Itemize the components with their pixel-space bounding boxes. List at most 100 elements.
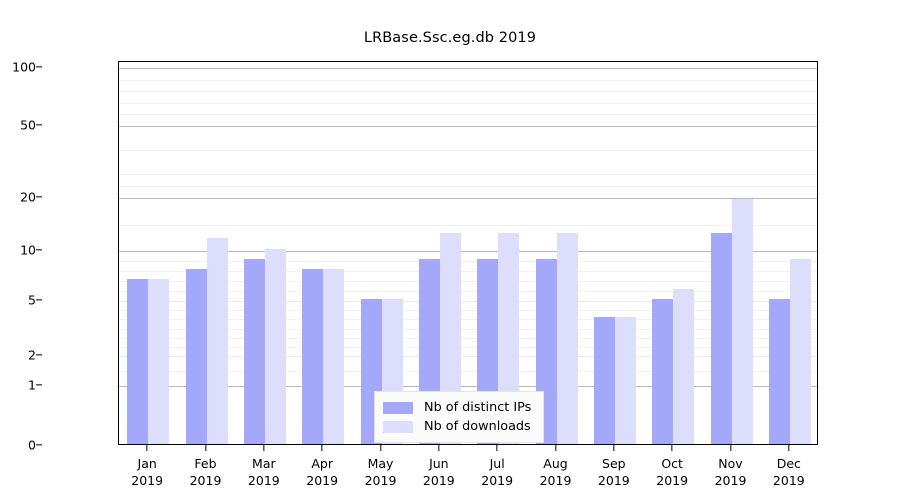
y-axis-tick-mark <box>36 66 42 68</box>
x-tick-year: 2019 <box>539 473 572 488</box>
gridline-minor <box>119 281 817 282</box>
x-axis-tick-label: Oct 2019 <box>656 455 688 489</box>
x-tick-month: Nov <box>718 456 743 471</box>
x-axis-tick-label: Feb 2019 <box>190 455 222 489</box>
y-axis-tick-label: 1 <box>28 377 36 393</box>
x-axis-tick-label: Jan 2019 <box>131 455 163 489</box>
x-tick-month: Apr <box>311 456 333 471</box>
bar-group <box>710 62 753 444</box>
bar-group <box>127 62 170 444</box>
bar-downloads <box>264 249 286 444</box>
gridline-minor <box>119 271 817 272</box>
bar-distinct-ips <box>127 279 149 444</box>
y-axis-tick-mark <box>36 444 42 446</box>
chart-legend: Nb of distinct IPs Nb of downloads <box>374 391 545 443</box>
x-axis-tick-mark <box>613 445 615 451</box>
bar-group <box>477 62 520 444</box>
legend-item-ips[interactable]: Nb of distinct IPs <box>383 398 531 417</box>
x-tick-year: 2019 <box>422 473 455 488</box>
gridline-minor <box>119 102 817 104</box>
x-axis-tick-mark <box>438 445 440 451</box>
gridline-minor <box>119 91 817 93</box>
plot-area <box>118 61 818 445</box>
gridline-major <box>119 301 817 302</box>
x-axis-tick-mark <box>496 445 498 451</box>
bar-group <box>535 62 578 444</box>
gridline-minor <box>119 328 817 330</box>
chart-title: LRBase.Ssc.eg.db 2019 <box>363 30 537 46</box>
bar-distinct-ips <box>302 269 324 444</box>
x-axis-tick-label: May 2019 <box>365 455 397 489</box>
bar-series-layer <box>119 62 817 444</box>
x-axis-tick-label: Sep 2019 <box>598 455 630 489</box>
bar-distinct-ips <box>593 317 615 444</box>
bar-group <box>593 62 636 444</box>
x-axis-tick-label: Dec 2019 <box>773 455 805 489</box>
x-axis-tick-mark <box>671 445 673 451</box>
x-axis-tick-mark <box>788 445 790 451</box>
y-axis: 0 1 2 5 10 20 50 100 <box>0 0 118 500</box>
gridlines <box>119 62 817 444</box>
bar-downloads <box>673 289 695 444</box>
gridline-minor <box>119 114 817 116</box>
y-axis-tick-label: 50 <box>20 117 36 133</box>
x-tick-month: Jun <box>429 456 449 471</box>
bar-downloads <box>789 259 811 444</box>
gridline-minor <box>119 261 817 262</box>
x-axis-tick-label: Apr 2019 <box>306 455 338 489</box>
x-tick-year: 2019 <box>247 473 280 488</box>
gridline-major <box>119 126 817 127</box>
bar-group <box>302 62 345 444</box>
bar-group <box>360 62 403 444</box>
x-tick-month: Dec <box>776 456 801 471</box>
bar-downloads <box>148 279 170 444</box>
gridline-minor <box>119 291 817 292</box>
gridline-minor <box>119 224 817 226</box>
x-tick-year: 2019 <box>772 473 805 488</box>
x-tick-month: Oct <box>661 456 683 471</box>
legend-swatch-downloads <box>383 420 413 433</box>
x-tick-month: Sep <box>602 456 626 471</box>
x-tick-year: 2019 <box>597 473 630 488</box>
x-axis-tick-mark <box>729 445 732 451</box>
x-tick-year: 2019 <box>714 473 747 488</box>
bar-distinct-ips <box>652 299 674 444</box>
x-axis-tick-mark <box>263 445 265 451</box>
gridline-minor <box>119 186 817 187</box>
bar-group <box>418 62 461 444</box>
x-tick-year: 2019 <box>364 473 397 488</box>
y-axis-tick-mark <box>36 249 42 251</box>
x-tick-year: 2019 <box>306 473 339 488</box>
gridline-minor <box>119 79 817 81</box>
x-tick-year: 2019 <box>189 473 222 488</box>
x-tick-month: Aug <box>543 456 568 471</box>
gridline-major <box>119 251 817 252</box>
x-axis-tick-mark <box>204 445 207 451</box>
y-axis-tick-mark <box>36 384 42 386</box>
gridline-minor <box>119 150 817 151</box>
bar-downloads <box>556 233 578 444</box>
y-axis-tick-label: 10 <box>20 242 36 258</box>
y-axis-tick-mark <box>36 124 42 126</box>
gridline-minor <box>119 346 817 348</box>
bar-distinct-ips <box>185 269 207 444</box>
x-axis-tick-mark <box>321 445 323 451</box>
bar-downloads <box>731 198 753 444</box>
y-axis-tick-label: 0 <box>28 437 36 453</box>
bar-group <box>768 62 811 444</box>
x-tick-year: 2019 <box>481 473 514 488</box>
x-tick-month: May <box>367 456 394 471</box>
y-axis-tick-mark <box>36 196 42 198</box>
legend-item-downloads[interactable]: Nb of downloads <box>383 417 531 436</box>
bar-downloads <box>614 317 636 444</box>
x-axis-tick-mark <box>554 445 557 451</box>
x-axis-tick-label: Mar 2019 <box>248 455 280 489</box>
bar-distinct-ips <box>710 233 732 444</box>
y-axis-tick-label: 5 <box>28 292 36 308</box>
gridline-minor <box>119 319 817 321</box>
gridline-minor <box>119 371 817 372</box>
x-axis-tick-mark <box>146 445 148 451</box>
gridline-minor <box>119 310 817 312</box>
x-tick-month: Jul <box>489 456 505 471</box>
